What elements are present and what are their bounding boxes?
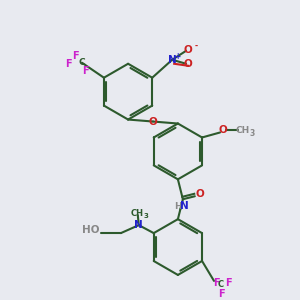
- Text: O: O: [148, 116, 158, 127]
- Text: C: C: [218, 280, 224, 290]
- Text: N: N: [134, 220, 143, 230]
- Text: F: F: [82, 66, 88, 76]
- Text: F: F: [213, 278, 219, 288]
- Text: CH: CH: [236, 126, 250, 135]
- Text: HO: HO: [82, 225, 100, 235]
- Text: 3: 3: [144, 213, 149, 219]
- Text: O: O: [195, 189, 204, 199]
- Text: +: +: [174, 52, 180, 61]
- Text: N: N: [180, 201, 189, 211]
- Text: F: F: [225, 278, 231, 288]
- Text: F: F: [218, 289, 224, 299]
- Text: O: O: [219, 125, 227, 136]
- Text: F: F: [72, 51, 78, 61]
- Text: O: O: [184, 45, 193, 55]
- Text: H: H: [175, 202, 182, 211]
- Text: F: F: [65, 59, 71, 69]
- Text: N: N: [168, 55, 176, 65]
- Text: C: C: [79, 58, 85, 67]
- Text: O: O: [184, 59, 193, 69]
- Text: CH: CH: [130, 209, 143, 218]
- Text: -: -: [194, 42, 198, 51]
- Text: 3: 3: [250, 129, 255, 138]
